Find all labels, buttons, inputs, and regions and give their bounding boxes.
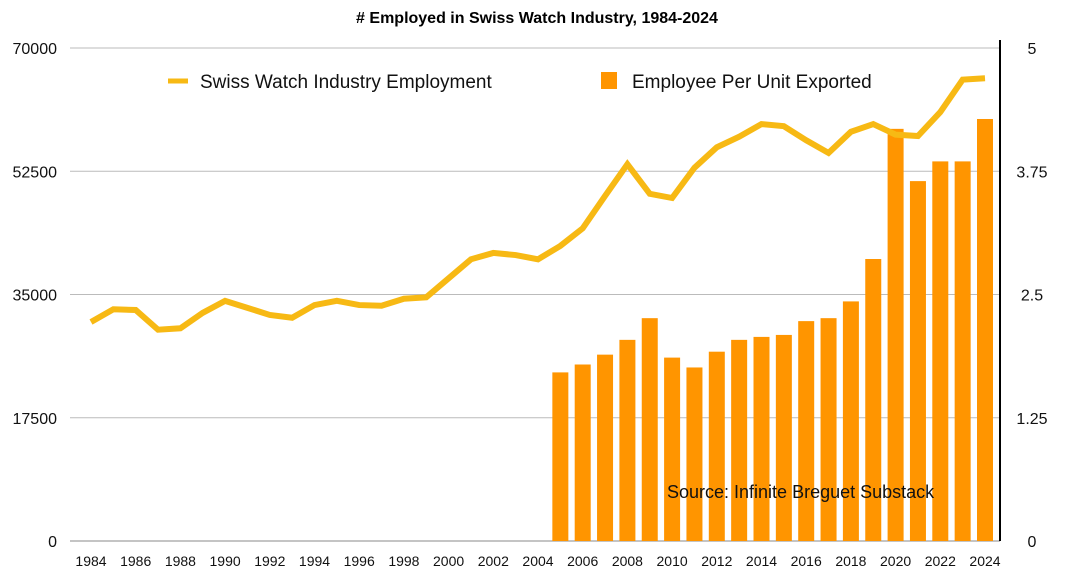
left-axis: 0 17500 35000 52500 70000 bbox=[13, 41, 58, 551]
legend-label-employment: Swiss Watch Industry Employment bbox=[200, 72, 492, 93]
x-tick-label: 1994 bbox=[299, 553, 330, 569]
bar bbox=[909, 181, 926, 542]
x-tick-label: 2000 bbox=[433, 553, 464, 569]
y-tick-label-left: 35000 bbox=[13, 288, 58, 305]
x-tick-label: 2002 bbox=[478, 553, 509, 569]
bar bbox=[686, 367, 703, 541]
line-series bbox=[89, 75, 986, 333]
legend: Swiss Watch Industry Employment Employee… bbox=[168, 72, 872, 93]
x-tick-label: 2014 bbox=[746, 553, 777, 569]
bar bbox=[842, 301, 859, 541]
bar bbox=[798, 321, 815, 541]
bar bbox=[708, 351, 725, 541]
source-annotation: Source: Infinite Breguet Substack bbox=[667, 482, 935, 502]
x-tick-label: 1996 bbox=[344, 553, 375, 569]
x-tick-label: 1992 bbox=[254, 553, 285, 569]
bar bbox=[619, 339, 636, 541]
y-tick-label-right: 1.25 bbox=[1016, 411, 1047, 428]
bar bbox=[887, 128, 904, 542]
y-tick-label-right: 5 bbox=[1028, 41, 1037, 58]
chart-title: # Employed in Swiss Watch Industry, 1984… bbox=[356, 10, 718, 27]
employment-line bbox=[89, 75, 986, 333]
x-tick-label: 2018 bbox=[835, 553, 866, 569]
x-axis: 1984 1986 1988 1990 1992 1994 1996 1998 2000 2002… bbox=[75, 553, 1000, 569]
y-tick-label-right: 2.5 bbox=[1021, 288, 1043, 305]
right-axis: 0 1.25 2.5 3.75 5 bbox=[1016, 41, 1047, 551]
x-tick-label: 2022 bbox=[925, 553, 956, 569]
bar bbox=[775, 334, 792, 541]
bar bbox=[753, 336, 770, 541]
x-tick-label: 2004 bbox=[522, 553, 553, 569]
y-tick-label-right: 3.75 bbox=[1016, 164, 1047, 181]
bar bbox=[641, 318, 658, 541]
legend-label-per-unit: Employee Per Unit Exported bbox=[632, 72, 872, 93]
y-tick-label-left: 17500 bbox=[13, 411, 58, 428]
x-tick-label: 1998 bbox=[388, 553, 419, 569]
x-tick-label: 1988 bbox=[165, 553, 196, 569]
legend-bar-swatch bbox=[601, 72, 617, 89]
bar bbox=[865, 259, 882, 541]
x-tick-label: 2012 bbox=[701, 553, 732, 569]
bar bbox=[574, 364, 591, 541]
bar bbox=[597, 354, 614, 541]
y-tick-label-left: 0 bbox=[48, 534, 57, 551]
bar bbox=[977, 118, 993, 541]
x-tick-label: 2006 bbox=[567, 553, 598, 569]
gridlines bbox=[70, 47, 1000, 542]
y-tick-label-left: 52500 bbox=[13, 164, 58, 181]
x-tick-label: 2024 bbox=[969, 553, 1000, 569]
bar bbox=[932, 161, 949, 541]
x-tick-label: 2016 bbox=[791, 553, 822, 569]
y-tick-label-left: 70000 bbox=[13, 41, 58, 58]
bar bbox=[664, 357, 681, 541]
bar bbox=[552, 372, 569, 541]
bar bbox=[954, 161, 971, 541]
x-tick-label: 2010 bbox=[657, 553, 688, 569]
x-tick-label: 1986 bbox=[120, 553, 151, 569]
y-tick-label-right: 0 bbox=[1028, 534, 1037, 551]
x-tick-label: 1990 bbox=[210, 553, 241, 569]
x-tick-label: 2020 bbox=[880, 553, 911, 569]
x-tick-label: 2008 bbox=[612, 553, 643, 569]
bar bbox=[820, 318, 837, 541]
bar bbox=[731, 339, 748, 541]
x-tick-label: 1984 bbox=[75, 553, 106, 569]
bar-series bbox=[552, 118, 993, 542]
